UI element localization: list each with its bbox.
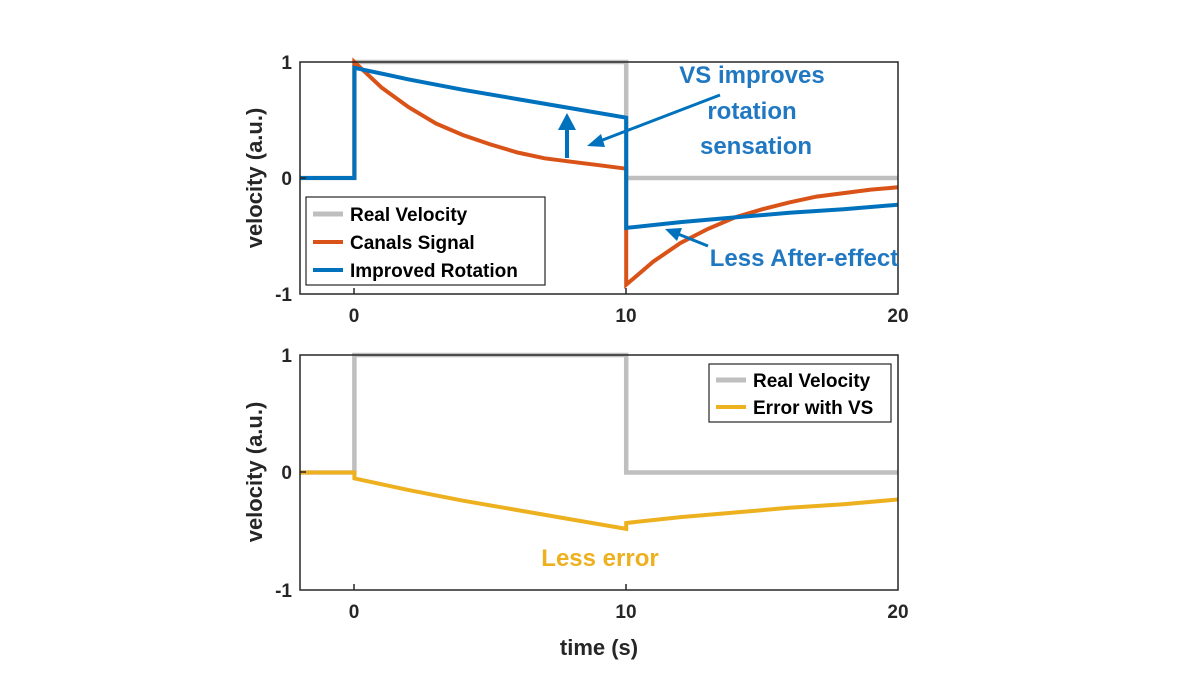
bottom-x-tick-label: 20 (887, 602, 908, 623)
less-after-effect-annotation: Less After-effect (710, 245, 899, 272)
legend-label-canals-signal: Canals Signal (350, 233, 475, 254)
improvement-arrow-head (558, 113, 576, 130)
vs-callout-arrow-shaft (599, 93, 721, 143)
series-line-improved-rotation (300, 65, 899, 231)
top-y-axis-label: velocity (a.u.) (242, 108, 267, 249)
bottom-y-tick-label: 1 (281, 346, 292, 367)
vs-improves-annotation-line: VS improves (679, 62, 824, 89)
top-x-tick-label: 0 (349, 306, 360, 327)
bottom-x-tick-label: 10 (615, 602, 636, 623)
after-effect-arrow-shaft (677, 232, 709, 248)
top-legend-box (305, 196, 546, 286)
top-y-tick-label: 1 (281, 53, 292, 74)
top-panel: 0 10 20 -1 0 1 velocity (a.u.) Real Velo… (242, 53, 909, 327)
after-effect-arrow-head (665, 228, 682, 241)
series-line-error-with-vs (300, 470, 899, 532)
x-axis-label: time (s) (560, 635, 638, 660)
bottom-y-tick-label: 0 (281, 463, 292, 484)
top-ticks: 0 10 20 -1 0 1 (275, 53, 908, 327)
legend-label-error-with-vs: Error with VS (753, 398, 873, 419)
legend-label-real-velocity: Real Velocity (753, 371, 871, 392)
bottom-y-tick-label: -1 (275, 581, 292, 602)
legend-label-improved-rotation: Improved Rotation (350, 261, 518, 282)
bottom-x-tick-label: 0 (349, 602, 360, 623)
top-legend: Real Velocity Canals Signal Improved Rot… (305, 196, 546, 286)
top-y-tick-label: -1 (275, 285, 292, 306)
vs-improves-annotation-line: rotation (707, 98, 796, 125)
top-x-tick-label: 10 (615, 306, 636, 327)
top-annotations: VS improves rotation sensation Less Afte… (679, 62, 898, 272)
bottom-panel: 0 10 20 -1 0 1 velocity (a.u.) time (s) … (242, 346, 909, 660)
less-error-annotation: Less error (541, 545, 658, 572)
bottom-y-axis-label: velocity (a.u.) (242, 402, 267, 543)
bottom-ticks: 0 10 20 -1 0 1 (275, 346, 908, 623)
bottom-legend-box (708, 363, 892, 423)
bottom-legend: Real Velocity Error with VS (708, 363, 892, 423)
top-x-tick-label: 20 (887, 306, 908, 327)
vs-improves-annotation-line: sensation (700, 133, 812, 160)
top-annotation-arrows (558, 93, 721, 248)
vs-callout-arrow-head (587, 134, 605, 147)
top-y-tick-label: 0 (281, 169, 292, 190)
legend-label-real-velocity: Real Velocity (350, 205, 468, 226)
